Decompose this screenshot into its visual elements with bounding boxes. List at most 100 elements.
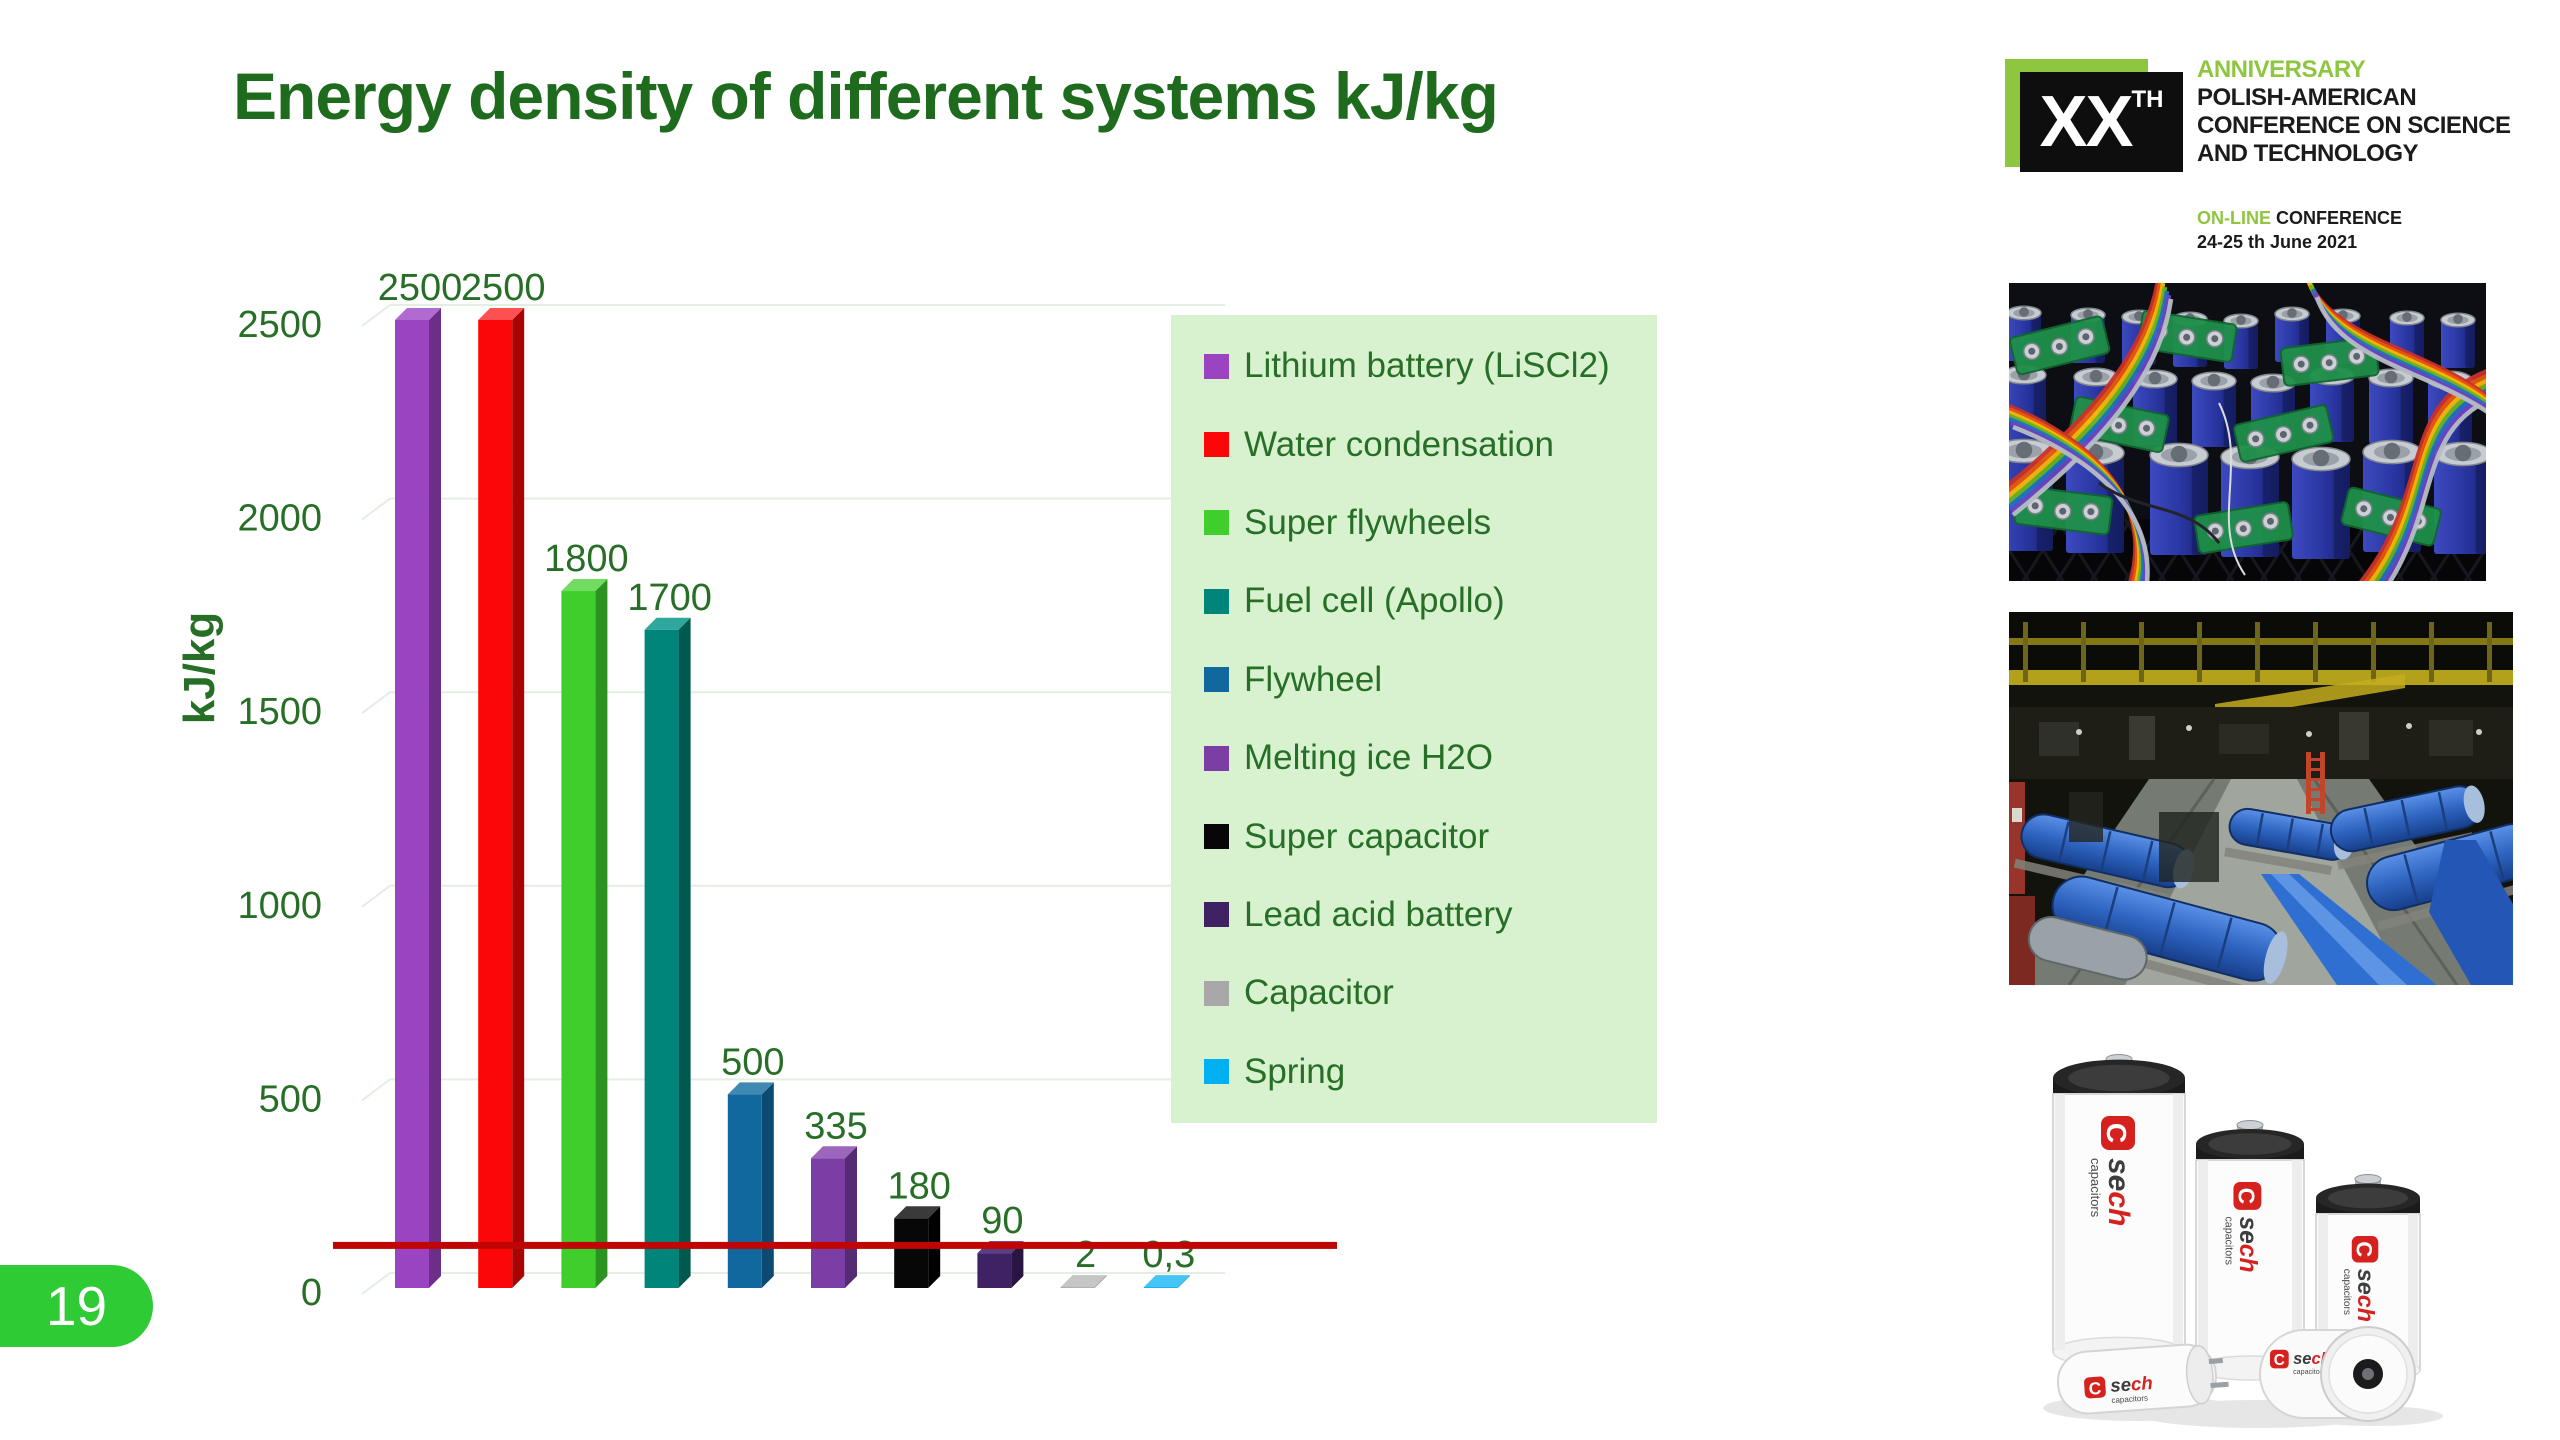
y-tick-label: 1000 (237, 885, 322, 927)
sech-brand-sub: capacitors (2111, 1394, 2148, 1406)
bar-value-label: 1800 (544, 538, 629, 580)
bar-value-label: 2500 (461, 267, 546, 309)
ultracapacitor-bank-photo (2009, 283, 2486, 581)
sech-brand-text: sech (2234, 1216, 2261, 1272)
bar-1 (395, 308, 441, 1288)
legend-label: Melting ice H2O (1244, 738, 1493, 778)
legend-swatch (1204, 745, 1229, 771)
legend-item: Capacitor (1204, 973, 1657, 1013)
bar-value-label: 180 (887, 1165, 950, 1207)
gridline-depth-tick (361, 304, 391, 327)
conference-date-block: ON-LINE CONFERENCE 24-25 th June 2021 (2197, 206, 2402, 254)
logo-name-line2: CONFERENCE ON SCIENCE (2197, 112, 2511, 139)
y-tick-label: 2000 (237, 498, 322, 540)
legend-label: Super capacitor (1244, 816, 1490, 856)
legend-label: Flywheel (1244, 659, 1383, 699)
bar-5 (727, 1082, 774, 1288)
logo-xx-box: XX TH (2020, 72, 2183, 172)
legend-item: Lead acid battery (1204, 895, 1657, 935)
y-tick-label: 2500 (237, 304, 322, 346)
legend-label: Lead acid battery (1244, 894, 1513, 934)
bar-10 (1143, 1275, 1190, 1288)
sech-brand-text: sech (2110, 1372, 2154, 1396)
sech-logo-c: C (2101, 1123, 2132, 1143)
logo-name-line1: POLISH-AMERICAN (2197, 84, 2417, 111)
legend-label: Super flywheels (1244, 502, 1492, 542)
logo-anniversary: ANNIVERSARY (2197, 56, 2366, 83)
gridline-depth-tick (361, 1272, 391, 1295)
gridline-depth-tick (361, 497, 391, 521)
legend-label: Water condensation (1244, 424, 1554, 464)
bar-value-label: 335 (804, 1105, 867, 1147)
legend-label: Spring (1244, 1051, 1346, 1091)
logo-name-line3: AND TECHNOLOGY (2197, 140, 2418, 167)
legend-swatch (1204, 980, 1229, 1006)
legend-swatch (1204, 588, 1229, 614)
bar-4 (644, 617, 691, 1288)
bar-value-label: 90 (981, 1200, 1023, 1242)
conference-logo-text: ANNIVERSARY POLISH-AMERICAN CONFERENCE O… (2197, 56, 2511, 168)
sech-logo-c: C (2088, 1378, 2102, 1399)
legend-item: Spring (1204, 1052, 1657, 1092)
bar-6 (811, 1146, 857, 1288)
bar-value-label: 500 (721, 1041, 784, 1083)
legend-item: Water condensation (1204, 425, 1657, 465)
logo-online: ON-LINE (2197, 208, 2271, 228)
bar-value-label: 1700 (627, 577, 712, 619)
legend-swatch (1204, 353, 1229, 379)
y-axis-title: kJ/kg (175, 612, 224, 725)
y-tick-label: 500 (259, 1078, 322, 1120)
sech-brand-sub: capacitors (2088, 1158, 2103, 1218)
legend-item: Fuel cell (Apollo) (1204, 581, 1657, 621)
logo-th: TH (2131, 86, 2164, 113)
bar-value-label: 0,3 (1142, 1234, 1195, 1276)
bar-value-label: 2500 (378, 267, 463, 309)
page-number-badge: 19 (0, 1265, 153, 1347)
logo-date: 24-25 th June 2021 (2197, 232, 2358, 252)
page-number: 19 (45, 1275, 108, 1337)
bar-value-label: 2 (1075, 1234, 1096, 1276)
bar-9 (1060, 1275, 1107, 1288)
sech-brand-text: sech (2102, 1158, 2135, 1226)
bar-3 (561, 579, 608, 1288)
legend-item: Super flywheels (1204, 503, 1657, 543)
chart-legend: Lithium battery (LiSCl2) Water condensati… (1171, 315, 1657, 1123)
sech-brand-text: sech (2353, 1269, 2379, 1322)
gridline-depth-tick (361, 884, 391, 908)
bar-2 (478, 308, 525, 1288)
logo-xx: XX (2039, 82, 2133, 162)
factory-machines-photo (2009, 612, 2513, 985)
legend-swatch (1204, 824, 1229, 850)
legend-item: Flywheel (1204, 660, 1657, 700)
legend-label: Fuel cell (Apollo) (1244, 581, 1505, 621)
y-tick-label: 1500 (237, 691, 322, 733)
gridline-depth-tick (361, 1078, 391, 1102)
legend-item: Melting ice H2O (1204, 738, 1657, 778)
sech-brand-sub: capacitors (2222, 1216, 2234, 1265)
gridline-depth-tick (361, 691, 391, 715)
legend-item: Super capacitor (1204, 817, 1657, 857)
sech-brand-sub: capacitors (2341, 1269, 2352, 1315)
legend-swatch (1204, 902, 1229, 928)
legend-swatch (1204, 432, 1229, 458)
legend-label: Capacitor (1244, 973, 1394, 1013)
sech-logo-c: C (2274, 1352, 2285, 1369)
legend-item: Lithium battery (LiSCl2) (1204, 346, 1657, 386)
sech-logo-c: C (2233, 1188, 2259, 1205)
sech-brand-sub: capacitors (2293, 1368, 2326, 1376)
legend-swatch (1204, 510, 1229, 536)
legend-swatch (1204, 1059, 1229, 1085)
legend-swatch (1204, 667, 1229, 693)
reference-line (333, 1241, 1337, 1249)
legend-label: Lithium battery (LiSCl2) (1244, 346, 1610, 386)
sech-logo-c: C (2351, 1241, 2376, 1257)
y-tick-label: 0 (301, 1272, 322, 1314)
